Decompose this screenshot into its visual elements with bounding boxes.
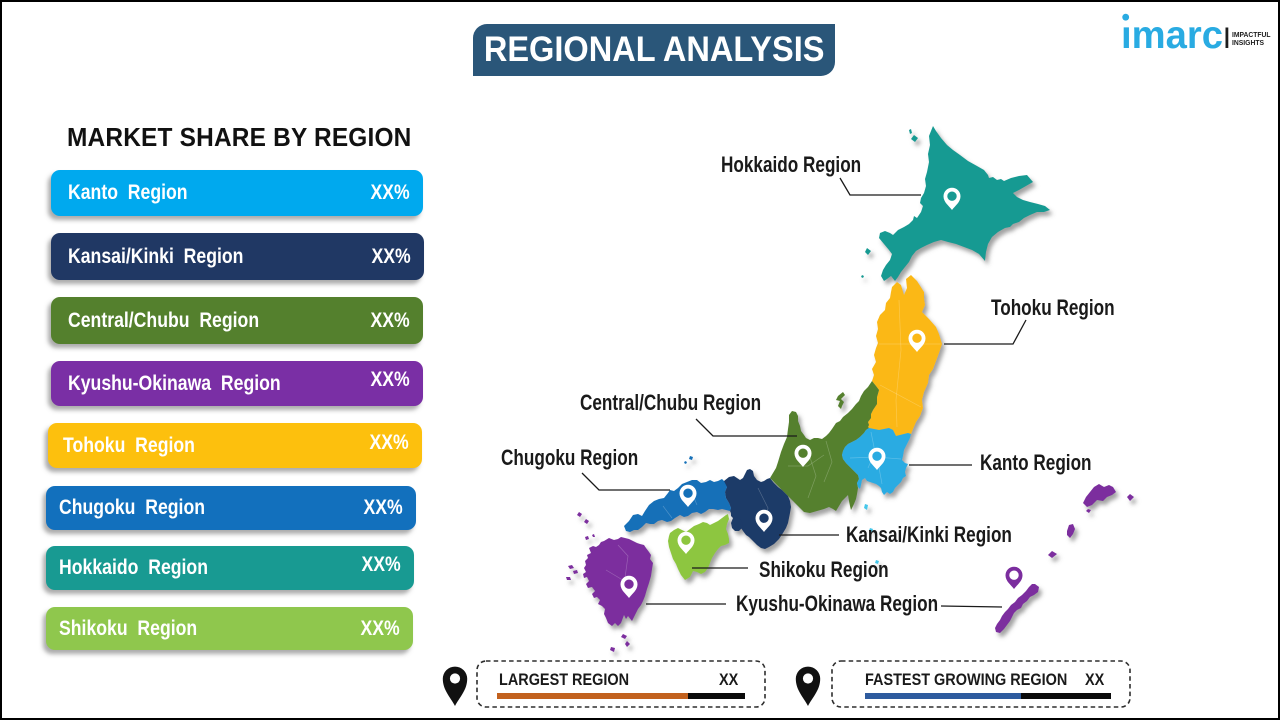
svg-text:INSIGHTS: INSIGHTS: [1232, 38, 1264, 47]
svg-text:ımarc: ımarc: [1121, 14, 1223, 57]
svg-text:IMPACTFUL: IMPACTFUL: [1232, 30, 1271, 39]
